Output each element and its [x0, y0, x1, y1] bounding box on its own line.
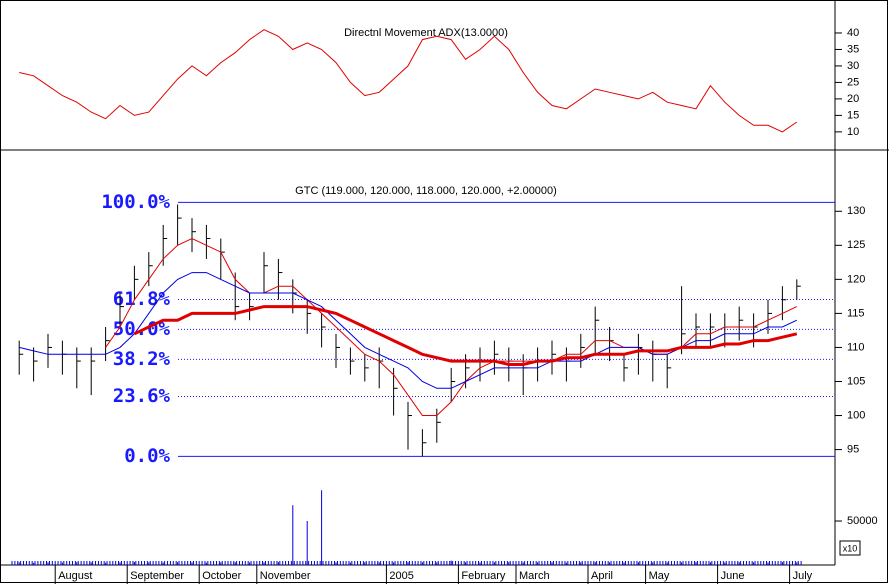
y-tick-label: 10	[847, 126, 859, 138]
y-tick-label: 40	[847, 27, 859, 39]
x-tick-label: July	[793, 570, 813, 582]
y-tick-label: 25	[847, 76, 859, 88]
moving-average	[19, 272, 798, 389]
y-tick-label: 130	[847, 205, 865, 217]
volume-multiplier: x10	[843, 543, 858, 553]
x-tick-label: November	[260, 570, 311, 582]
price-title: GTC (119.000, 120.000, 118.000, 120.000,…	[295, 185, 557, 197]
x-tick-label: February	[461, 570, 506, 582]
y-tick-label: 20	[847, 93, 859, 105]
y-tick-label: 30	[847, 60, 859, 72]
x-tick-label: 2005	[389, 570, 413, 582]
moving-average	[133, 305, 798, 366]
adx-line	[19, 29, 798, 133]
y-tick-label: 100	[847, 409, 865, 421]
x-tick-label: August	[58, 570, 92, 582]
fib-label: 61.8%	[113, 288, 171, 310]
x-tick-label: May	[649, 570, 670, 582]
fib-label: 0.0%	[124, 445, 170, 467]
y-tick-label: 105	[847, 375, 865, 387]
multiplier-box	[839, 540, 861, 556]
x-tick-label: March	[519, 570, 550, 582]
adx-title: Directnl Movement ADX(13.0000)	[344, 27, 508, 39]
fib-label: 38.2%	[113, 348, 171, 370]
x-tick-label: June	[721, 570, 745, 582]
y-tick-label: 115	[847, 307, 865, 319]
x-tick-label: April	[591, 570, 613, 582]
y-tick-label: 120	[847, 273, 865, 285]
y-tick-label: 15	[847, 109, 859, 121]
x-tick-label: October	[202, 570, 241, 582]
y-tick-label: 35	[847, 43, 859, 55]
y-tick-label: 50000	[847, 515, 878, 527]
fib-label: 100.0%	[101, 191, 170, 213]
x-tick-label: September	[130, 570, 184, 582]
y-tick-label: 110	[847, 341, 865, 353]
y-tick-label: 95	[847, 443, 859, 455]
fib-label: 23.6%	[113, 385, 171, 407]
y-tick-label: 125	[847, 239, 865, 251]
